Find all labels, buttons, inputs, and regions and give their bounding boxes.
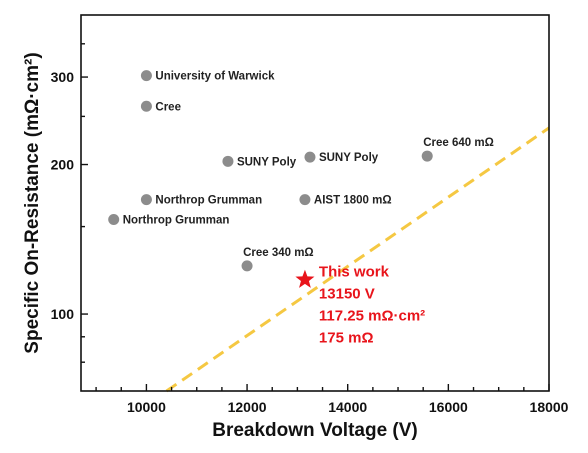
x-tick-label: 12000 [228, 399, 267, 415]
x-axis-ticks: 10000 12000 14000 16000 18000 [95, 384, 569, 415]
data-point-label: SUNY Poly [319, 152, 379, 164]
data-point-label: Cree [155, 101, 181, 113]
data-point [421, 150, 433, 162]
this-work-label-line: This work [319, 264, 390, 281]
data-point [140, 70, 152, 82]
data-point-label: Northrop Grumman [155, 195, 262, 207]
this-work-label-line: 175 mΩ [319, 330, 374, 347]
data-point [222, 155, 234, 167]
data-point [108, 214, 120, 226]
x-tick-label: 18000 [530, 399, 569, 415]
x-tick-label: 16000 [429, 399, 468, 415]
x-axis-title: Breakdown Voltage (V) [212, 420, 418, 441]
this-work-star [295, 269, 315, 288]
data-point-label: Northrop Grumman [123, 215, 230, 227]
y-tick-label: 200 [51, 157, 75, 173]
trend-line [165, 126, 550, 393]
x-tick-label: 10000 [127, 399, 166, 415]
data-point-label: Cree 340 mΩ [243, 247, 314, 259]
data-point [304, 151, 316, 163]
y-tick-label: 300 [51, 69, 75, 85]
this-work-label-line: 117.25 mΩ·cm² [319, 308, 425, 325]
this-work-label-line: 13150 V [319, 286, 375, 303]
plot-frame [80, 14, 550, 392]
y-axis-ticks: 100 200 300 [51, 43, 88, 363]
x-tick-label: 14000 [328, 399, 367, 415]
data-point [140, 194, 152, 206]
data-point [299, 194, 311, 206]
data-point-label: SUNY Poly [237, 156, 297, 168]
highlight-layer: This work 13150 V 117.25 mΩ·cm² 175 mΩ [295, 264, 425, 347]
data-point-label: AIST 1800 mΩ [314, 195, 392, 207]
data-point [241, 260, 253, 272]
data-point-label: University of Warwick [155, 71, 275, 83]
y-axis-title: Specific On-Resistance (mΩ·cm²) [22, 52, 43, 353]
y-tick-label: 100 [51, 306, 75, 322]
data-point [140, 100, 152, 112]
points-layer: University of Warwick Cree SUNY Poly SUNY P… [108, 70, 494, 272]
data-point-label: Cree 640 mΩ [423, 137, 494, 149]
